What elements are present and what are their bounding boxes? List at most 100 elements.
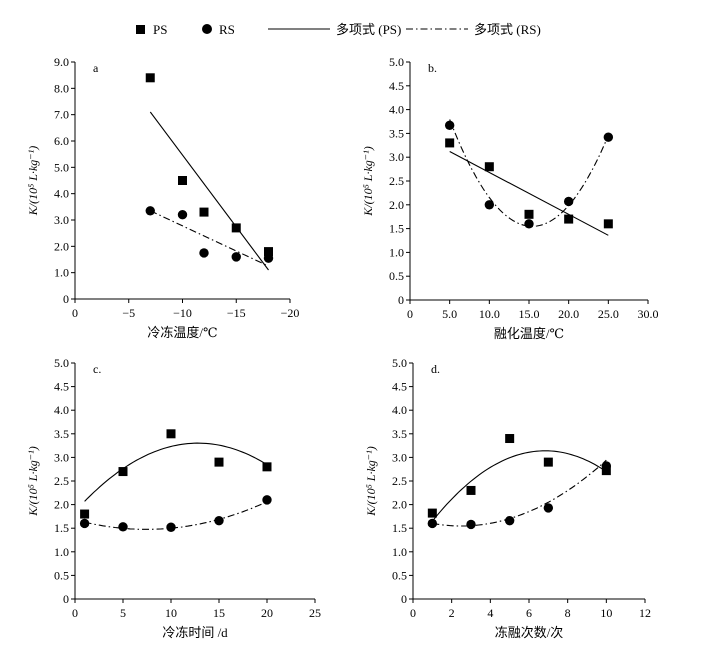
rs-data-point <box>214 515 224 526</box>
panel-label: b. <box>428 61 437 75</box>
ps-data-point <box>505 434 515 444</box>
y-tick-label: 3.5 <box>54 427 69 441</box>
y-tick-label: 2.5 <box>392 474 407 488</box>
x-tick-label: 25 <box>309 606 321 620</box>
x-tick-label: 5 <box>120 606 126 620</box>
ps-data-point <box>543 457 553 467</box>
chart-a: 0 1.0 2.0 3.0 4.0 5.0 6.0 7.0 8.0 9.0 0 −5 −10 −15 −20… <box>26 55 299 340</box>
y-tick-label: 7.0 <box>54 108 69 122</box>
ps-data-point <box>603 219 613 229</box>
ps-fit-curve <box>449 151 609 236</box>
ps-data-point <box>524 209 534 219</box>
rs-data-point <box>145 206 155 216</box>
ps-data-point <box>80 509 90 519</box>
ps-fit-curve <box>431 450 607 522</box>
chart-b: 0 0.5 1.0 1.5 2.0 2.5 3.0 3.5 4.0 4.5 5.0 0 5.0 10.0 1… <box>361 55 659 341</box>
ps-data-point <box>601 466 611 476</box>
y-tick-label: 0 <box>401 592 407 606</box>
ps-data-point <box>427 508 437 518</box>
x-tick-label: 30.0 <box>638 307 659 321</box>
y-tick-label: 3.5 <box>392 427 407 441</box>
y-tick-label: 8.0 <box>54 81 69 95</box>
y-tick-label: 2.0 <box>54 498 69 512</box>
x-axis-title: 冷冻时间 /d <box>162 625 228 640</box>
ps-data-point <box>264 247 273 257</box>
ps-data-point <box>118 467 128 477</box>
ps-data-point <box>214 457 224 467</box>
legend-rs-fit-label: 多项式 (RS) <box>474 22 541 37</box>
y-tick-label: 4.0 <box>389 103 404 117</box>
panel-label: d. <box>431 362 440 376</box>
y-tick-label: 3.0 <box>54 213 69 227</box>
rs-data-point <box>427 518 438 529</box>
y-tick-label: 0.5 <box>389 269 404 283</box>
y-tick-label: 0.5 <box>392 568 407 582</box>
y-tick-label: 2.0 <box>392 498 407 512</box>
y-tick-label: 6.0 <box>54 134 69 148</box>
y-axis-title: K/(10⁵ L·kg⁻¹) <box>361 146 375 216</box>
y-axis-title: K/(10⁵ L·kg⁻¹) <box>26 446 40 516</box>
x-tick-label: 20.0 <box>558 307 579 321</box>
y-tick-label: 0.5 <box>54 568 69 582</box>
y-tick-label: 1.0 <box>392 545 407 559</box>
rs-data-point <box>504 515 515 526</box>
y-tick-label: 1.5 <box>389 222 404 236</box>
rs-fit-curve <box>449 119 609 227</box>
y-tick-label: 0 <box>63 592 69 606</box>
y-tick-label: 2.0 <box>389 198 404 212</box>
y-tick-label: 0 <box>63 292 69 306</box>
rs-data-point <box>263 253 274 263</box>
rs-fit-curve <box>432 459 607 527</box>
rs-data-point <box>466 519 476 530</box>
rs-data-point <box>199 248 209 258</box>
y-tick-label: 1.0 <box>54 266 69 280</box>
rs-data-point <box>166 522 176 532</box>
chart-d: 0 0.5 1.0 1.5 2.0 2.5 3.0 3.5 4.0 4.5 5.0 0 2 4 6 8 10 12… <box>364 356 651 640</box>
y-tick-label: 1.0 <box>389 245 404 259</box>
rs-fit-curve <box>150 210 269 267</box>
x-tick-label: 15 <box>213 606 225 620</box>
x-tick-label: 5.0 <box>442 307 457 321</box>
x-tick-label: 12 <box>639 606 651 620</box>
legend-rs-label: RS <box>219 22 235 37</box>
x-tick-label: −10 <box>173 306 192 320</box>
y-tick-label: 1.5 <box>392 521 407 535</box>
legend: PS RS 多项式 (PS) 多项式 (RS) <box>136 22 541 37</box>
y-axis-title: K/(10⁵ L·kg⁻¹) <box>364 446 378 516</box>
ps-fit-curve <box>149 111 269 271</box>
ps-fit-curve <box>84 442 268 502</box>
rs-data-point <box>524 219 534 229</box>
legend-rs-marker <box>202 24 212 34</box>
legend-ps-marker <box>136 25 145 34</box>
ps-data-point <box>445 138 455 148</box>
rs-data-point <box>444 120 455 131</box>
ps-data-point <box>231 223 241 233</box>
y-tick-label: 5.0 <box>392 356 407 370</box>
ps-data-point <box>166 429 176 439</box>
y-tick-label: 5.0 <box>54 356 69 370</box>
x-axis-title: 冻融次数/次 <box>495 625 564 640</box>
legend-ps-label: PS <box>153 22 167 37</box>
y-tick-label: 2.5 <box>389 174 404 188</box>
x-tick-label: 6 <box>526 606 532 620</box>
y-tick-label: 3.5 <box>389 126 404 140</box>
ps-data-point <box>564 214 574 224</box>
y-tick-label: 4.0 <box>392 403 407 417</box>
y-axis-title: K/(10⁵ L·kg⁻¹) <box>26 146 40 216</box>
rs-fit-curve <box>84 501 268 530</box>
y-tick-label: 4.5 <box>54 380 69 394</box>
y-tick-label: 2.0 <box>54 239 69 253</box>
y-tick-label: 4.0 <box>54 403 69 417</box>
ps-data-point <box>262 462 272 472</box>
x-axis-title: 融化温度/℃ <box>494 326 564 341</box>
ps-data-point <box>466 485 476 495</box>
y-tick-label: 1.5 <box>54 521 69 535</box>
x-tick-label: 15.0 <box>519 307 540 321</box>
rs-data-point <box>177 210 188 220</box>
y-tick-label: 1.0 <box>54 545 69 559</box>
x-tick-label: 10 <box>165 606 177 620</box>
ps-data-point <box>484 162 494 172</box>
ps-data-point <box>178 176 187 185</box>
panel-label: c. <box>93 362 101 376</box>
